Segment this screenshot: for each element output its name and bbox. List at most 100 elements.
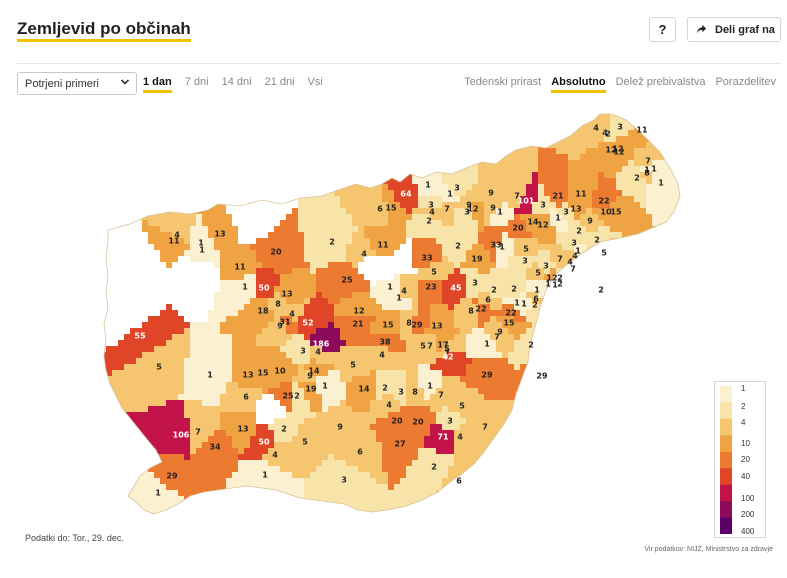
municipality-area[interactable] [424, 292, 431, 299]
municipality-area[interactable] [550, 376, 557, 383]
municipality-area[interactable] [580, 292, 587, 299]
municipality-area[interactable] [556, 388, 563, 395]
municipality-area[interactable] [376, 208, 383, 215]
municipality-area[interactable] [628, 262, 635, 269]
municipality-area[interactable] [472, 340, 479, 347]
municipality-area[interactable] [238, 370, 245, 377]
municipality-area[interactable] [652, 388, 659, 395]
municipality-area[interactable] [382, 352, 389, 359]
municipality-area[interactable] [172, 274, 179, 281]
municipality-area[interactable] [310, 322, 317, 329]
municipality-area[interactable] [316, 340, 323, 347]
municipality-area[interactable] [346, 394, 353, 401]
municipality-area[interactable] [280, 280, 287, 287]
municipality-area[interactable] [406, 376, 413, 383]
municipality-area[interactable] [256, 178, 263, 185]
municipality-area[interactable] [496, 334, 503, 341]
municipality-area[interactable] [166, 298, 173, 305]
municipality-area[interactable] [184, 148, 191, 155]
municipality-area[interactable] [364, 136, 371, 143]
municipality-area[interactable] [400, 328, 407, 335]
municipality-area[interactable] [376, 274, 383, 281]
municipality-area[interactable] [178, 268, 185, 275]
municipality-area[interactable] [448, 262, 455, 269]
municipality-area[interactable] [376, 406, 383, 413]
municipality-area[interactable] [226, 190, 233, 197]
municipality-area[interactable] [274, 268, 281, 275]
municipality-area[interactable] [304, 358, 311, 365]
municipality-area[interactable] [106, 274, 113, 281]
municipality-area[interactable] [616, 268, 623, 275]
municipality-area[interactable] [694, 334, 700, 340]
municipality-area[interactable] [628, 400, 635, 407]
municipality-area[interactable] [466, 286, 473, 293]
municipality-area[interactable] [268, 208, 275, 215]
municipality-area[interactable] [364, 292, 371, 299]
municipality-area[interactable] [442, 406, 449, 413]
municipality-area[interactable] [190, 184, 197, 191]
municipality-area[interactable] [334, 298, 341, 305]
municipality-area[interactable] [382, 184, 389, 191]
municipality-area[interactable] [514, 118, 521, 125]
municipality-area[interactable] [640, 400, 647, 407]
municipality-area[interactable] [262, 184, 269, 191]
municipality-area[interactable] [142, 268, 149, 275]
municipality-area[interactable] [466, 136, 473, 143]
municipality-area[interactable] [310, 268, 317, 275]
municipality-area[interactable] [292, 124, 299, 131]
municipality-area[interactable] [502, 286, 509, 293]
municipality-area[interactable] [358, 400, 365, 407]
municipality-area[interactable] [664, 112, 671, 119]
municipality-area[interactable] [262, 376, 269, 383]
municipality-area[interactable] [634, 400, 641, 407]
municipality-area[interactable] [220, 232, 227, 239]
municipality-area[interactable] [658, 298, 665, 305]
municipality-area[interactable] [148, 274, 155, 281]
municipality-area[interactable] [442, 352, 449, 359]
municipality-area[interactable] [442, 256, 449, 263]
municipality-area[interactable] [106, 148, 113, 155]
municipality-area[interactable] [676, 388, 682, 395]
municipality-area[interactable] [280, 250, 287, 257]
municipality-area[interactable] [604, 226, 611, 233]
municipality-area[interactable] [634, 220, 641, 227]
municipality-area[interactable] [496, 310, 503, 317]
municipality-area[interactable] [364, 268, 371, 275]
municipality-area[interactable] [628, 274, 635, 281]
municipality-area[interactable] [274, 226, 281, 233]
municipality-area[interactable] [628, 172, 635, 179]
municipality-area[interactable] [520, 364, 527, 371]
municipality-area[interactable] [622, 142, 629, 149]
municipality-area[interactable] [298, 130, 305, 137]
municipality-area[interactable] [508, 160, 515, 167]
municipality-area[interactable] [622, 118, 629, 125]
municipality-area[interactable] [388, 310, 395, 317]
municipality-area[interactable] [634, 358, 641, 365]
municipality-area[interactable] [688, 274, 694, 280]
municipality-area[interactable] [382, 148, 389, 155]
municipality-area[interactable] [424, 202, 431, 209]
municipality-area[interactable] [184, 280, 191, 287]
municipality-area[interactable] [262, 370, 269, 377]
municipality-area[interactable] [496, 286, 503, 293]
municipality-area[interactable] [448, 304, 455, 311]
municipality-area[interactable] [394, 382, 401, 389]
municipality-area[interactable] [400, 310, 407, 317]
municipality-area[interactable] [316, 244, 323, 251]
municipality-area[interactable] [670, 400, 677, 407]
municipality-area[interactable] [244, 178, 251, 185]
municipality-area[interactable] [286, 160, 293, 167]
municipality-area[interactable] [142, 220, 149, 227]
municipality-area[interactable] [286, 208, 293, 215]
municipality-area[interactable] [454, 274, 461, 281]
municipality-area[interactable] [166, 316, 173, 323]
municipality-area[interactable] [652, 202, 659, 209]
municipality-area[interactable] [688, 112, 694, 118]
municipality-area[interactable] [244, 358, 251, 365]
municipality-area[interactable] [112, 304, 119, 311]
municipality-area[interactable] [688, 244, 694, 250]
municipality-area[interactable] [616, 136, 623, 143]
municipality-area[interactable] [598, 202, 605, 209]
municipality-area[interactable] [178, 382, 185, 389]
municipality-area[interactable] [268, 238, 275, 245]
